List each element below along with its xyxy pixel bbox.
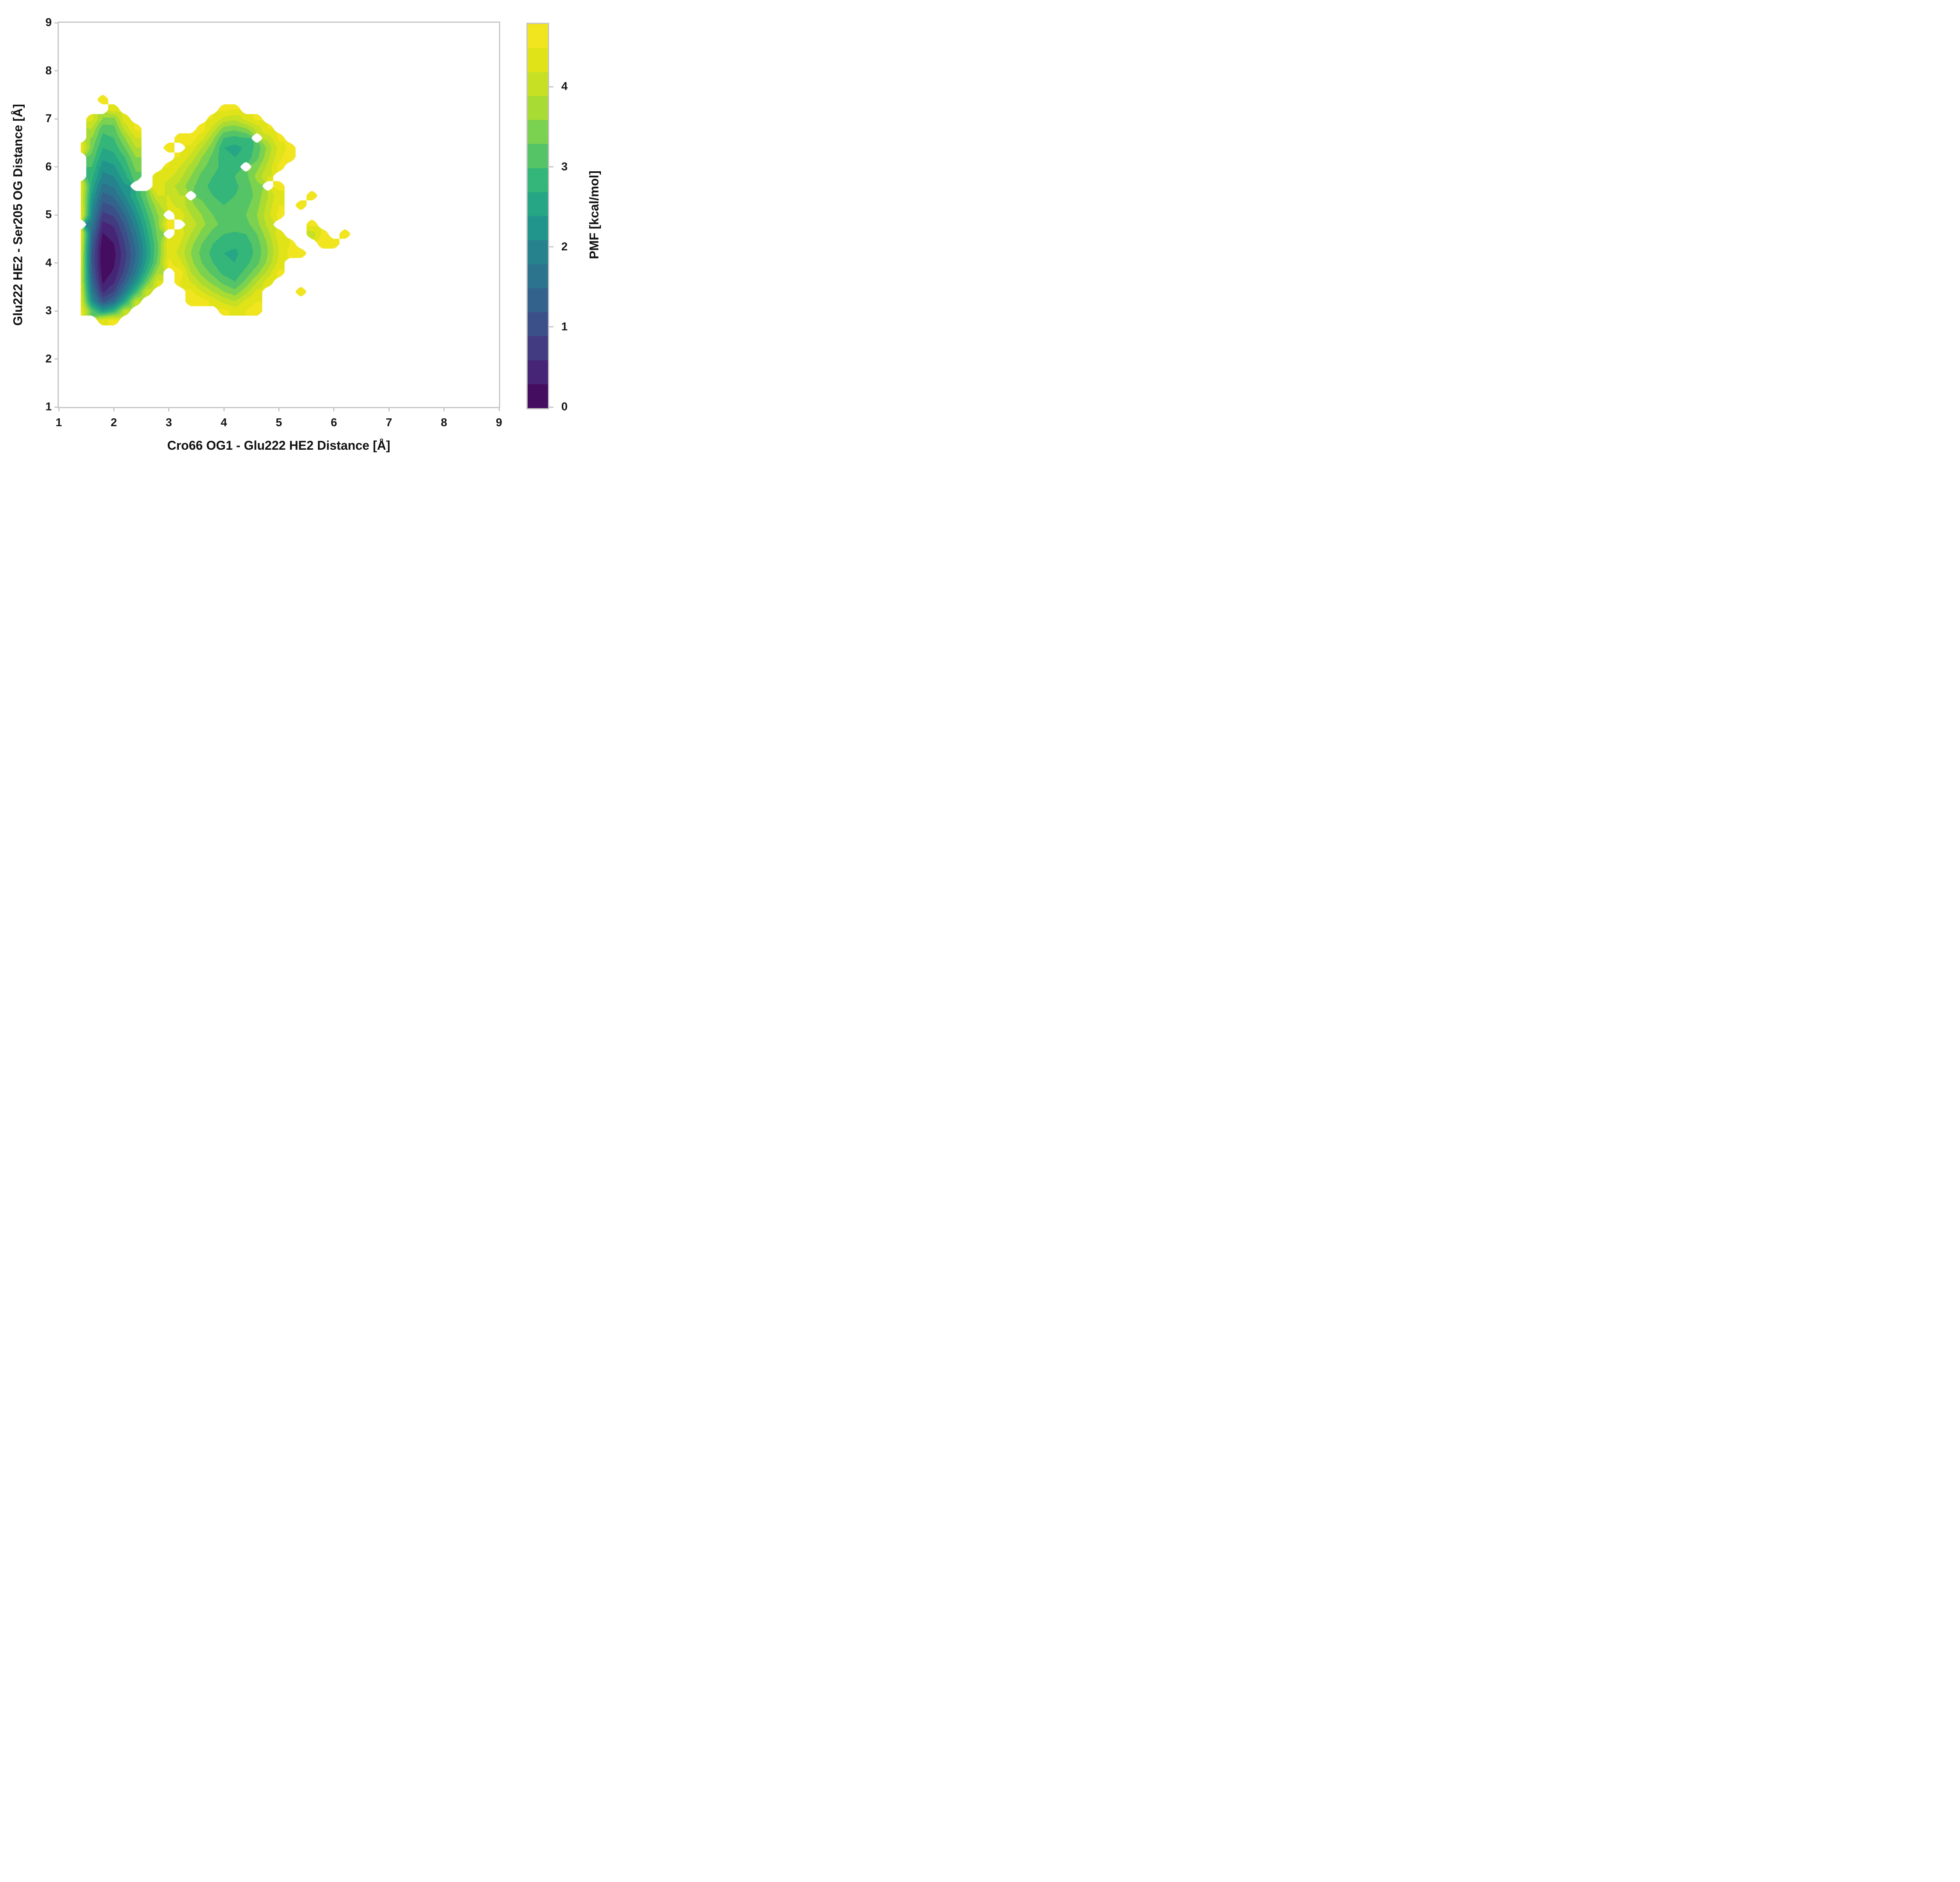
colorbar-tick-mark — [548, 246, 554, 248]
y-tick-mark — [54, 70, 59, 71]
colorbar-tick-label: 0 — [561, 400, 568, 413]
colorbar-band-5 — [528, 264, 548, 288]
colorbar-band-4 — [528, 288, 548, 312]
x-tick-label: 1 — [55, 416, 62, 429]
y-tick-label: 1 — [45, 400, 52, 413]
colorbar-band-3 — [528, 312, 548, 336]
y-tick-label: 4 — [45, 256, 52, 269]
colorbar-label: PMF [kcal/mol] — [587, 171, 601, 259]
x-tick-label: 8 — [441, 416, 447, 429]
y-tick-mark — [54, 118, 59, 120]
y-tick-label: 5 — [45, 208, 52, 221]
y-tick-label: 6 — [45, 160, 52, 173]
colorbar-band-11 — [528, 120, 548, 144]
y-tick-label: 3 — [45, 304, 52, 317]
colorbar-band-8 — [528, 192, 548, 216]
y-tick-mark — [54, 358, 59, 360]
x-tick-mark — [333, 407, 335, 411]
colorbar — [526, 23, 549, 409]
colorbar-tick-label: 2 — [561, 240, 568, 253]
colorbar-band-7 — [528, 216, 548, 240]
y-tick-mark — [54, 22, 59, 24]
y-tick-mark — [54, 166, 59, 167]
x-tick-mark — [113, 407, 114, 411]
y-tick-mark — [54, 262, 59, 263]
colorbar-tick-mark — [548, 406, 554, 408]
y-axis-label: Glu222 HE2 - Ser205 OG Distance [Å] — [11, 104, 25, 326]
colorbar-band-9 — [528, 168, 548, 192]
x-tick-mark — [58, 407, 60, 411]
colorbar-tick-mark — [548, 86, 554, 87]
x-tick-label: 9 — [495, 416, 503, 429]
colorbar-band-0 — [528, 384, 548, 408]
colorbar-band-6 — [528, 240, 548, 264]
contour-plot-canvas — [59, 23, 499, 407]
x-tick-mark — [388, 407, 390, 411]
y-tick-mark — [54, 214, 59, 216]
x-axis-label: Cro66 OG1 - Glu222 HE2 Distance [Å] — [167, 438, 390, 452]
x-tick-label: 6 — [330, 416, 337, 429]
x-tick-mark — [443, 407, 445, 411]
colorbar-band-15 — [528, 24, 548, 48]
x-tick-mark — [498, 407, 500, 411]
colorbar-tick-mark — [548, 166, 554, 167]
y-tick-label: 9 — [45, 16, 52, 29]
y-tick-label: 8 — [45, 64, 52, 77]
colorbar-band-13 — [528, 72, 548, 96]
colorbar-band-1 — [528, 360, 548, 384]
colorbar-band-12 — [528, 96, 548, 120]
pmf-contour-figure: Cro66 OG1 - Glu222 HE2 Distance [Å] Glu2… — [0, 0, 627, 470]
y-tick-label: 2 — [45, 352, 52, 365]
colorbar-band-10 — [528, 144, 548, 168]
x-tick-label: 3 — [165, 416, 172, 429]
x-tick-label: 5 — [276, 416, 282, 429]
x-tick-label: 4 — [221, 416, 227, 429]
colorbar-tick-label: 3 — [561, 160, 568, 173]
colorbar-tick-mark — [548, 326, 554, 328]
y-tick-mark — [54, 310, 59, 312]
x-tick-label: 7 — [386, 416, 392, 429]
x-tick-mark — [278, 407, 279, 411]
colorbar-tick-label: 1 — [561, 320, 568, 333]
x-tick-mark — [168, 407, 170, 411]
x-tick-mark — [223, 407, 225, 411]
y-tick-label: 7 — [45, 112, 52, 125]
y-tick-mark — [54, 406, 59, 408]
colorbar-band-2 — [528, 336, 548, 360]
colorbar-band-14 — [528, 48, 548, 72]
x-tick-label: 2 — [111, 416, 117, 429]
colorbar-tick-label: 4 — [561, 80, 568, 93]
